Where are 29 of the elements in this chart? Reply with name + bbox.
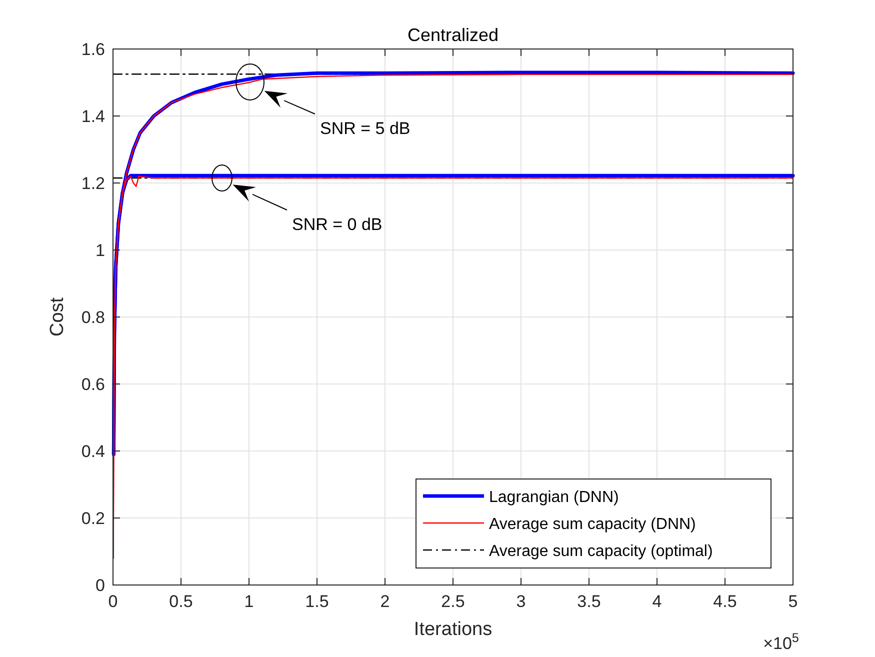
y-tick-label: 0.8 [81, 308, 105, 327]
x-tick-label: 0 [108, 592, 118, 611]
x-tick-label: 2.5 [441, 592, 465, 611]
x-tick-label: 3.5 [577, 592, 601, 611]
text: ×10$^{5}$ [763, 630, 799, 653]
legend-label: Average sum capacity (optimal) [489, 543, 713, 560]
y-tick-label: 1.6 [81, 40, 105, 59]
legend-label: Average sum capacity (DNN) [489, 516, 696, 533]
x-tick-label: 0.5 [169, 592, 193, 611]
y-tick-label: 1.2 [81, 174, 105, 193]
x-tick-label: 2 [380, 592, 390, 611]
annotation: SNR = 0 dB [292, 215, 382, 234]
y-tick-label: 0 [96, 576, 105, 595]
y-tick-label: 0.6 [81, 375, 105, 394]
x-axis-title: Iterations [414, 619, 492, 640]
x-tick-label: 1 [244, 592, 254, 611]
y-tick-label: 0.4 [81, 442, 105, 461]
y-tick-label: 1.4 [81, 107, 105, 126]
x-tick-label: 4.5 [713, 592, 737, 611]
legend-label: Lagrangian (DNN) [489, 489, 619, 506]
x-tick-label: 3 [516, 592, 526, 611]
x-tick-label: 5 [788, 592, 798, 611]
chart-title: Centralized [407, 25, 499, 45]
y-tick-label: 0.2 [81, 509, 105, 528]
annotation: SNR = 5 dB [320, 119, 410, 138]
x-tick-label: 4 [652, 592, 662, 611]
y-tick-label: 1 [96, 241, 105, 260]
x-tick-label: 1.5 [305, 592, 329, 611]
y-axis-title: Cost [47, 296, 68, 337]
